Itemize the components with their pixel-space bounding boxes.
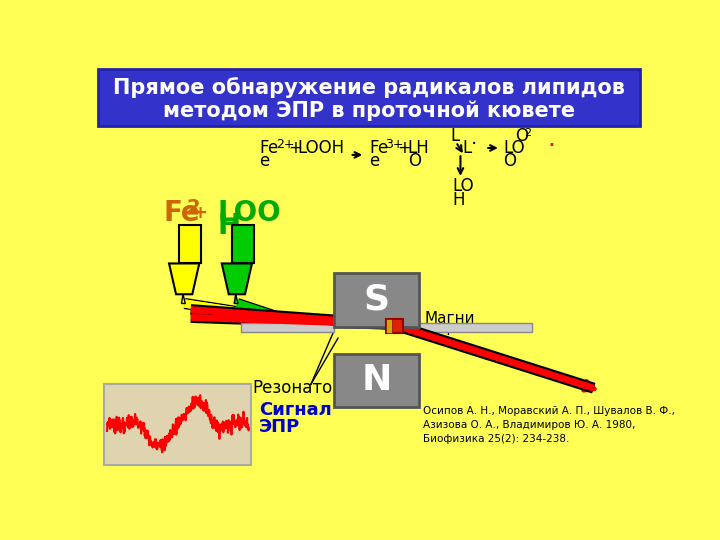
Text: L: L [451,127,459,145]
Bar [386,319,403,333]
Text: e: e [377,139,387,157]
Text: O: O [408,152,420,170]
Text: e: e [369,152,379,170]
Text: +: + [289,139,302,157]
Text: ЭПР: ЭПР [259,418,300,436]
Text: +: + [397,139,411,157]
Text: методом ЭПР в проточной кювете: методом ЭПР в проточной кювете [163,101,575,122]
Text: F: F [369,139,379,157]
Text: S: S [364,282,390,316]
Text: ·: · [547,134,555,158]
Polygon shape [234,294,238,303]
Text: L: L [462,139,472,157]
Bar [334,354,419,408]
Bar [241,323,334,332]
Text: 2: 2 [186,198,199,217]
Bar [98,69,640,126]
Bar [412,323,532,332]
Text: O: O [515,127,528,145]
Text: N: N [361,363,392,397]
Bar [386,319,392,333]
Polygon shape [169,264,199,294]
Text: Сигнал: Сигнал [259,401,332,418]
Polygon shape [222,264,252,294]
Text: LOOH: LOOH [297,139,345,157]
Text: LO: LO [503,139,525,157]
Text: e: e [266,139,277,157]
Text: Осипов А. Н., Моравский А. П., Шувалов В. Ф.,
Азизова О. А., Владимиров Ю. А. 19: Осипов А. Н., Моравский А. П., Шувалов В… [423,406,675,444]
Bar [232,225,253,264]
Text: H: H [218,213,241,240]
Text: Прямое обнаружение радикалов липидов: Прямое обнаружение радикалов липидов [113,77,625,98]
Text: Магни: Магни [425,312,475,326]
Text: LOO: LOO [218,199,282,227]
Text: H: H [453,191,465,208]
Text: 3+: 3+ [385,138,404,151]
Text: O: O [503,152,516,170]
Text: 2: 2 [524,127,531,138]
Text: Fe: Fe [163,199,200,227]
Bar [334,273,419,327]
Text: LO: LO [453,178,474,195]
Text: ·: · [472,134,477,153]
Text: e: e [259,152,269,170]
Text: 2+: 2+ [276,138,294,151]
Text: +: + [192,204,207,221]
Polygon shape [181,294,185,303]
Text: т: т [444,323,452,338]
Bar [104,384,251,465]
Text: F: F [259,139,269,157]
Text: LH: LH [408,139,430,157]
Text: Резонато: Резонато [253,379,333,397]
Bar [179,225,201,264]
